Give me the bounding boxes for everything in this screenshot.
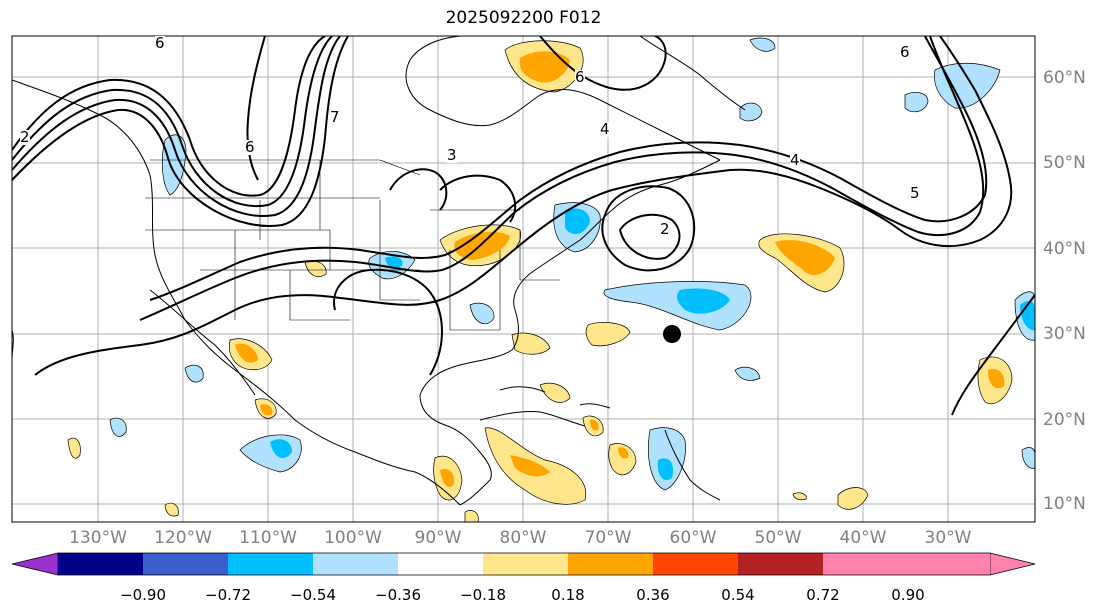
colorbar-segment [823, 553, 908, 575]
storm-center-marker [663, 325, 681, 343]
strong-negative-anomaly-areas [270, 208, 1035, 480]
colorbar-tick-label: 0.54 [721, 586, 755, 604]
contour-label: 5 [910, 184, 920, 202]
colorbar-segment [483, 553, 568, 575]
colorbar-segment [143, 553, 228, 575]
colorbar-tick-label: 0.90 [891, 586, 925, 604]
colorbar-tick-label: −0.54 [290, 586, 336, 604]
colorbar-segment [58, 553, 143, 575]
longitude-label: 60°W [669, 528, 717, 548]
longitude-label: 50°W [754, 528, 802, 548]
longitude-label: 90°W [414, 528, 462, 548]
graticule [12, 36, 1035, 522]
latitude-label: 60°N [1043, 68, 1086, 88]
contour-label: 4 [790, 151, 800, 169]
longitude-label: 40°W [839, 528, 887, 548]
colorbar-tick-label: −0.72 [205, 586, 251, 604]
longitude-label: 30°W [924, 528, 972, 548]
contour-label: 2 [660, 220, 670, 238]
colorbar-tick-label: −0.18 [460, 586, 506, 604]
colorbar-segment [398, 553, 483, 575]
colorbar-segment [908, 553, 990, 575]
contour-label: 6 [245, 138, 255, 156]
height-contours [12, 36, 1035, 416]
colorbar-segment [568, 553, 653, 575]
colorbar-extend-high [989, 552, 1036, 576]
longitude-label: 120°W [154, 528, 212, 548]
colorbar-tick-label: 0.36 [636, 586, 670, 604]
map-frame [11, 35, 1036, 523]
longitude-label: 130°W [69, 528, 127, 548]
longitude-label: 110°W [239, 528, 297, 548]
colorbar-segment [313, 553, 398, 575]
longitude-label: 100°W [324, 528, 382, 548]
longitude-label: 80°W [499, 528, 547, 548]
coastlines [12, 36, 746, 506]
colorbar-segment [228, 553, 313, 575]
latitude-label: 10°N [1043, 494, 1086, 514]
colorbar [11, 552, 1036, 576]
colorbar-tick-label: 0.72 [806, 586, 840, 604]
latitude-label: 40°N [1043, 239, 1086, 259]
colorbar-extend-low [11, 552, 59, 576]
map-title: 2025092200 F012 [445, 8, 602, 28]
contour-label: 6 [575, 68, 585, 86]
colorbar-tick-label: −0.90 [120, 586, 166, 604]
strong-positive-anomaly-areas [235, 51, 1005, 488]
latitude-label: 30°N [1043, 324, 1086, 344]
contour-label: 6 [155, 34, 165, 52]
colorbar-segment [653, 553, 738, 575]
colorbar-segment [738, 553, 823, 575]
latitude-label: 20°N [1043, 410, 1086, 430]
contour-label: 3 [447, 146, 457, 164]
contour-label: 6 [900, 43, 910, 61]
contour-label: 4 [600, 120, 610, 138]
longitude-label: 70°W [584, 528, 632, 548]
contour-label: 2 [20, 128, 30, 146]
latitude-label: 50°N [1043, 153, 1086, 173]
contour-label: 7 [330, 108, 340, 126]
colorbar-tick-label: 0.18 [551, 586, 585, 604]
colorbar-tick-label: −0.36 [375, 586, 421, 604]
